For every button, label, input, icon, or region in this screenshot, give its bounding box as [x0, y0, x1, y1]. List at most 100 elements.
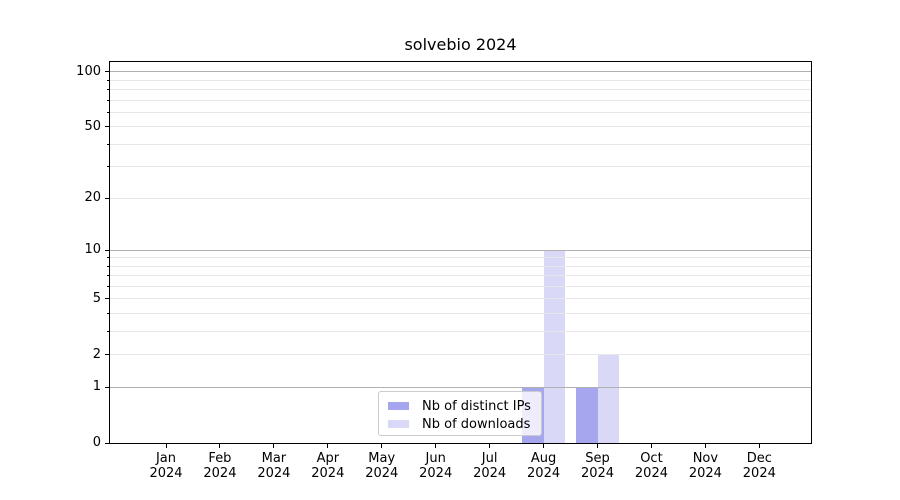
x-tick-month: Feb: [208, 451, 232, 466]
y-minor-tick-mark-60: [107, 111, 110, 113]
gridline-minor-90: [110, 79, 811, 81]
y-minor-tick-mark-80: [107, 89, 110, 91]
y-tick-label-50: 50: [84, 118, 101, 134]
y-tick-label-2: 2: [92, 346, 101, 362]
x-tick-label-oct: Oct 2024: [619, 451, 683, 481]
y-tick-label-1: 1: [92, 379, 101, 395]
gridline-minor-60: [110, 111, 811, 113]
x-tick-label-jun: Jun 2024: [404, 451, 468, 481]
y-minor-tick-mark-70: [107, 99, 110, 101]
legend-label-distinct-ips: Nb of distinct IPs: [422, 398, 531, 414]
x-tick-label-may: May 2024: [350, 451, 414, 481]
plot-inner: [110, 62, 811, 443]
y-tick-mark-2: [105, 354, 110, 356]
y-tick-label-20: 20: [84, 190, 101, 206]
x-tick-month: Jan: [155, 451, 177, 466]
x-tick-label-nov: Nov 2024: [673, 451, 737, 481]
y-minor-tick-mark-7: [107, 275, 110, 277]
gridline-minor-7: [110, 275, 811, 277]
x-tick-month: Oct: [640, 451, 663, 466]
y-tick-mark-100: [105, 71, 110, 73]
x-tick-month: Jun: [425, 451, 446, 466]
bar-nb-of-downloads-aug: [543, 250, 566, 443]
x-tick-year: 2024: [419, 466, 453, 481]
plot-area: [109, 61, 812, 444]
y-minor-tick-mark-30: [107, 166, 110, 168]
gridline-major-1: [110, 386, 811, 388]
x-tick-mark-feb: [219, 444, 221, 448]
x-tick-year: 2024: [742, 466, 776, 481]
gridline-minor-50: [110, 126, 811, 128]
bar-nb-of-distinct-ips-sep: [576, 387, 598, 443]
legend: Nb of distinct IPs Nb of downloads: [378, 391, 542, 436]
y-tick-mark-0: [105, 442, 110, 444]
x-tick-mark-sep: [597, 444, 599, 448]
x-tick-month: Aug: [530, 451, 557, 466]
y-tick-mark-10: [105, 249, 110, 251]
gridline-minor-20: [110, 197, 811, 199]
y-tick-mark-1: [105, 386, 110, 388]
y-tick-label-10: 10: [84, 242, 101, 258]
y-minor-tick-mark-4: [107, 313, 110, 315]
gridline-minor-6: [110, 286, 811, 288]
y-tick-label-5: 5: [92, 290, 101, 306]
gridline-minor-80: [110, 89, 811, 91]
x-tick-label-apr: Apr 2024: [296, 451, 360, 481]
y-minor-tick-mark-8: [107, 265, 110, 267]
gridline-minor-2: [110, 354, 811, 356]
x-tick-year: 2024: [365, 466, 399, 481]
gridline-minor-40: [110, 143, 811, 145]
gridline-minor-8: [110, 265, 811, 267]
y-minor-tick-mark-40: [107, 143, 110, 145]
legend-entry-distinct-ips: Nb of distinct IPs: [388, 397, 532, 415]
y-tick-label-0: 0: [92, 435, 101, 450]
gridline-minor-30: [110, 166, 811, 168]
x-tick-mark-mar: [273, 444, 275, 448]
x-tick-label-jul: Jul 2024: [458, 451, 522, 481]
x-tick-year: 2024: [149, 466, 183, 481]
chart-title: solvebio 2024: [404, 35, 517, 54]
gridline-minor-9: [110, 257, 811, 259]
x-tick-label-feb: Feb 2024: [188, 451, 252, 481]
x-tick-label-mar: Mar 2024: [242, 451, 306, 481]
x-tick-mark-apr: [327, 444, 329, 448]
x-tick-label-jan: Jan 2024: [134, 451, 198, 481]
y-minor-tick-mark-9: [107, 257, 110, 259]
x-tick-year: 2024: [203, 466, 237, 481]
y-minor-tick-mark-6: [107, 286, 110, 288]
x-tick-year: 2024: [473, 466, 507, 481]
x-tick-mark-oct: [650, 444, 652, 448]
x-tick-month: Mar: [261, 451, 287, 466]
bar-nb-of-downloads-sep: [597, 354, 620, 443]
x-tick-label-dec: Dec 2024: [727, 451, 791, 481]
x-tick-month: Sep: [585, 451, 610, 466]
x-tick-month: Dec: [746, 451, 772, 466]
gridline-minor-4: [110, 313, 811, 315]
x-tick-year: 2024: [580, 466, 615, 481]
x-tick-month: Nov: [692, 451, 719, 466]
x-tick-year: 2024: [527, 466, 561, 481]
gridline-major-100: [110, 71, 811, 73]
gridline-major-10: [110, 249, 811, 251]
y-tick-mark-5: [105, 298, 110, 300]
x-tick-mark-nov: [704, 444, 706, 448]
x-tick-mark-jan: [165, 444, 167, 448]
gridline-minor-70: [110, 99, 811, 101]
x-tick-year: 2024: [257, 466, 291, 481]
x-tick-year: 2024: [688, 466, 722, 481]
legend-swatch-downloads: [388, 420, 409, 428]
x-tick-label-aug: Aug 2024: [512, 451, 576, 481]
y-tick-mark-50: [105, 126, 110, 128]
x-tick-mark-jul: [489, 444, 491, 448]
x-tick-mark-dec: [758, 444, 760, 448]
x-tick-month: May: [368, 451, 396, 466]
legend-swatch-distinct-ips: [388, 402, 409, 410]
x-tick-month: Jul: [481, 451, 498, 466]
gridline-minor-3: [110, 331, 811, 333]
y-tick-label-100: 100: [76, 63, 101, 79]
x-tick-mark-jun: [435, 444, 437, 448]
x-tick-mark-aug: [543, 444, 545, 448]
legend-label-downloads: Nb of downloads: [422, 416, 531, 432]
x-tick-mark-may: [381, 444, 383, 448]
gridline-minor-5: [110, 298, 811, 300]
